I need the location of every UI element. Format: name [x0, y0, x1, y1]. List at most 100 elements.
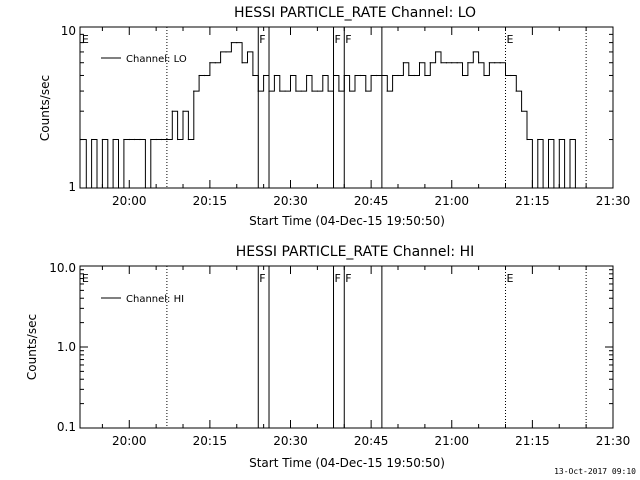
data-point-lo [451, 62, 453, 64]
x-tick-label-lo: 20:15 [193, 194, 228, 208]
flag-label-lo-3: F [345, 33, 351, 46]
data-point-lo [107, 187, 109, 189]
data-point-lo [343, 74, 345, 77]
data-point-lo [257, 90, 259, 92]
flag-label-lo-1: F [259, 33, 265, 46]
y-tick-label-lo-1: 1 [68, 180, 76, 194]
panel-hi: HESSI PARTICLE_RATE Channel: HI Start Ti… [25, 244, 474, 470]
data-point-lo [160, 138, 163, 141]
y-tick-label-lo-10: 10 [61, 24, 76, 38]
y-tick-label-hi-10: 10.0 [49, 261, 76, 275]
x-tick-label-lo: 20:30 [273, 194, 308, 208]
data-point-lo [429, 62, 431, 64]
chart-title-lo: HESSI PARTICLE_RATE Channel: LO [234, 5, 476, 21]
data-point-lo [526, 138, 528, 141]
data-point-lo [123, 138, 125, 141]
data-point-lo [569, 138, 571, 141]
flag-label-hi-4: E [507, 272, 514, 285]
data-point-lo [171, 110, 173, 112]
data-point-lo [435, 51, 437, 53]
y-tick-label-hi-1: 1.0 [57, 340, 76, 354]
data-point-lo [521, 110, 523, 112]
data-point-lo [515, 90, 517, 92]
flag-label-hi-1: F [259, 272, 265, 285]
data-point-lo [440, 62, 442, 64]
data-point-lo [177, 138, 179, 141]
data-point-lo [338, 90, 340, 92]
data-point-lo [558, 138, 560, 141]
data-point-lo [504, 74, 507, 77]
panel-lo: HESSI PARTICLE_RATE Channel: LO Start Ti… [38, 5, 476, 228]
x-tick-label-hi: 21:30 [596, 434, 631, 448]
data-point-lo [370, 74, 372, 77]
legend-label-hi: Channel: HI [126, 294, 184, 305]
flag-label-lo-4: E [507, 33, 514, 46]
data-point-lo [322, 74, 324, 77]
data-point-lo [225, 51, 227, 53]
footer-timestamp: 13-Oct-2017 09:10 [554, 467, 636, 476]
data-point-lo [494, 62, 496, 64]
data-point-lo [306, 74, 308, 77]
data-point-lo [230, 42, 232, 44]
x-tick-label-lo: 21:00 [434, 194, 469, 208]
data-point-lo [564, 187, 566, 189]
data-point-lo [574, 187, 576, 189]
data-point-lo [96, 187, 98, 189]
data-point-lo [499, 62, 501, 64]
data-point-lo [327, 90, 329, 92]
data-point-lo [166, 138, 168, 141]
data-point-lo [354, 74, 356, 77]
data-point-lo [332, 74, 335, 77]
data-point-lo [311, 90, 313, 92]
flag-label-lo-0: E [82, 33, 89, 46]
y-tick-label-hi-0-1: 0.1 [57, 420, 76, 434]
data-point-lo [193, 90, 195, 92]
x-tick-label-lo: 20:45 [354, 194, 389, 208]
flag-label-hi-0: E [82, 272, 89, 285]
data-point-lo [263, 74, 265, 77]
data-point-lo [144, 187, 146, 189]
data-point-lo [483, 74, 485, 77]
x-tick-label-hi: 20:00 [112, 434, 147, 448]
data-point-lo [461, 74, 464, 77]
x-tick-label-hi: 20:30 [273, 434, 308, 448]
data-point-lo [284, 90, 286, 92]
data-point-lo [553, 187, 555, 189]
data-point-lo [295, 90, 297, 92]
data-point-lo [472, 51, 474, 53]
x-tick-label-lo: 21:30 [596, 194, 631, 208]
x-tick-label-lo: 21:15 [515, 194, 550, 208]
x-tick-label-hi: 21:15 [515, 434, 550, 448]
data-point-lo [289, 74, 292, 77]
data-point-lo [187, 138, 189, 141]
x-tick-label-hi: 20:15 [193, 434, 228, 448]
data-point-lo [547, 138, 550, 141]
x-axis-label-lo: Start Time (04-Dec-15 19:50:50) [249, 214, 445, 228]
data-point-lo [91, 138, 93, 141]
data-point-lo [456, 62, 458, 64]
x-tick-label-lo: 20:00 [112, 194, 147, 208]
data-point-lo [478, 62, 480, 64]
data-point-lo [392, 74, 394, 77]
chart-title-hi: HESSI PARTICLE_RATE Channel: HI [236, 244, 474, 260]
data-point-lo [209, 62, 211, 64]
data-point-lo [418, 62, 421, 64]
data-point-lo [246, 51, 249, 53]
x-axis-label-hi: Start Time (04-Dec-15 19:50:50) [249, 456, 445, 470]
data-point-lo [268, 90, 270, 92]
data-point-lo [445, 62, 447, 64]
data-point-lo [365, 90, 367, 92]
data-point-lo [300, 90, 302, 92]
data-point-lo [80, 138, 82, 141]
data-point-lo [424, 74, 426, 77]
data-point-lo [381, 74, 383, 77]
data-point-lo [488, 62, 490, 64]
data-point-lo [128, 138, 130, 141]
legend-label-lo: Channel: LO [126, 54, 187, 65]
data-point-lo [542, 187, 544, 189]
x-tick-label-hi: 20:45 [354, 434, 389, 448]
data-point-lo [182, 110, 184, 112]
data-point-lo [85, 187, 87, 189]
data-point-lo [252, 74, 254, 77]
